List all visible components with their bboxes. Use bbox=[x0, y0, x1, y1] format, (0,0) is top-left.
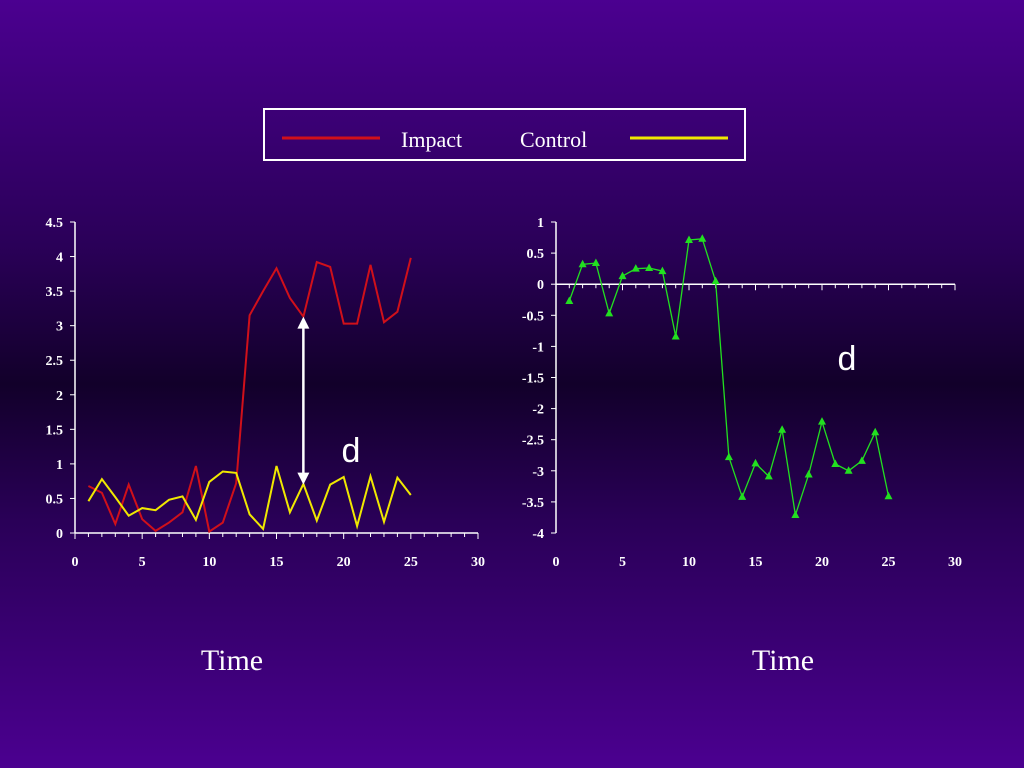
right-data-point bbox=[591, 258, 600, 267]
right-data-point bbox=[844, 466, 853, 474]
right-y-tick-label: -2 bbox=[532, 403, 544, 418]
right-data-point bbox=[778, 425, 787, 433]
right-data-point bbox=[645, 263, 654, 272]
left-y-tick-label: 0 bbox=[56, 527, 63, 542]
right-x-tick-label: 15 bbox=[749, 555, 763, 570]
right-y-tick-label: -3.5 bbox=[522, 496, 544, 511]
left-x-tick-label: 25 bbox=[404, 555, 418, 570]
left-y-tick-label: 2.5 bbox=[46, 354, 64, 369]
legend-label-impact: Impact bbox=[401, 127, 462, 152]
left-y-tick-label: 1.5 bbox=[46, 423, 64, 438]
left-x-tick-label: 0 bbox=[72, 555, 79, 570]
left-series-line-control bbox=[87, 465, 412, 531]
right-data-point bbox=[618, 271, 627, 280]
left-x-tick-label: 15 bbox=[270, 555, 284, 570]
legend-label-control: Control bbox=[520, 127, 587, 152]
right-data-point bbox=[818, 417, 826, 425]
right-data-point bbox=[831, 459, 840, 467]
right-annotation-d: d bbox=[838, 340, 857, 378]
right-data-point bbox=[857, 456, 866, 464]
right-x-axis-label: Time bbox=[752, 644, 814, 677]
right-y-tick-label: 1 bbox=[537, 216, 544, 231]
right-data-point bbox=[751, 458, 760, 467]
left-x-tick-label: 20 bbox=[337, 555, 351, 570]
difference-arrow-head-up bbox=[297, 316, 310, 329]
right-data-point bbox=[711, 276, 720, 285]
right-x-tick-label: 5 bbox=[619, 555, 626, 570]
right-y-tick-label: -3 bbox=[532, 465, 544, 480]
left-x-tick-label: 30 bbox=[471, 555, 485, 570]
right-x-tick-label: 0 bbox=[553, 555, 560, 570]
left-y-tick-label: 4 bbox=[56, 251, 63, 266]
left-y-tick-label: 4.5 bbox=[46, 216, 64, 231]
right-data-point bbox=[724, 452, 733, 461]
left-y-tick-label: 1 bbox=[56, 458, 63, 473]
right-data-point bbox=[685, 235, 693, 244]
right-y-tick-label: 0.5 bbox=[527, 247, 545, 262]
right-x-tick-label: 20 bbox=[815, 555, 829, 570]
right-data-point bbox=[671, 331, 680, 340]
right-data-point bbox=[578, 259, 587, 268]
right-y-tick-label: -2.5 bbox=[522, 434, 544, 449]
right-data-point bbox=[631, 264, 640, 272]
legend: Impact Control bbox=[263, 108, 746, 161]
right-data-point bbox=[738, 492, 747, 500]
left-x-axis-label: Time bbox=[201, 644, 263, 677]
chart-right: -4-3.5-3-2.5-2-1.5-1-0.500.510 5 10 15 20 25 3… bbox=[522, 216, 962, 570]
right-y-tick-label: 0 bbox=[537, 278, 544, 293]
right-data-point bbox=[884, 491, 893, 500]
left-y-tick-label: 2 bbox=[56, 389, 63, 404]
right-y-tick-label: -0.5 bbox=[522, 309, 544, 324]
left-series-line-impact bbox=[87, 257, 412, 534]
left-x-tick-label: 5 bbox=[139, 555, 146, 570]
right-data-point bbox=[565, 296, 574, 304]
left-y-tick-label: 3.5 bbox=[46, 285, 64, 300]
left-y-tick-label: 0.5 bbox=[46, 492, 64, 507]
legend-box bbox=[263, 108, 746, 161]
left-x-tick-label: 10 bbox=[202, 555, 216, 570]
right-data-point bbox=[698, 234, 707, 242]
chart-left: 0 0.5 1 1.5 2 2.5 3 3.5 4 4.5 0 5 10 15 20 25 30 bbox=[46, 216, 486, 570]
right-x-tick-label: 30 bbox=[948, 555, 962, 570]
right-data-point bbox=[658, 266, 667, 275]
right-data-point bbox=[605, 308, 614, 317]
right-y-tick-label: -4 bbox=[532, 527, 544, 542]
right-x-tick-label: 25 bbox=[882, 555, 896, 570]
left-annotation-d: d bbox=[342, 432, 361, 470]
right-y-tick-label: -1.5 bbox=[522, 372, 544, 387]
right-y-tick-label: -1 bbox=[532, 340, 544, 355]
left-y-tick-label: 3 bbox=[56, 320, 63, 335]
right-data-point bbox=[764, 471, 773, 480]
right-data-point bbox=[804, 470, 813, 478]
right-x-tick-label: 10 bbox=[682, 555, 696, 570]
right-data-point bbox=[871, 427, 880, 436]
right-data-point bbox=[791, 510, 800, 518]
difference-arrow-head-down bbox=[297, 472, 310, 485]
